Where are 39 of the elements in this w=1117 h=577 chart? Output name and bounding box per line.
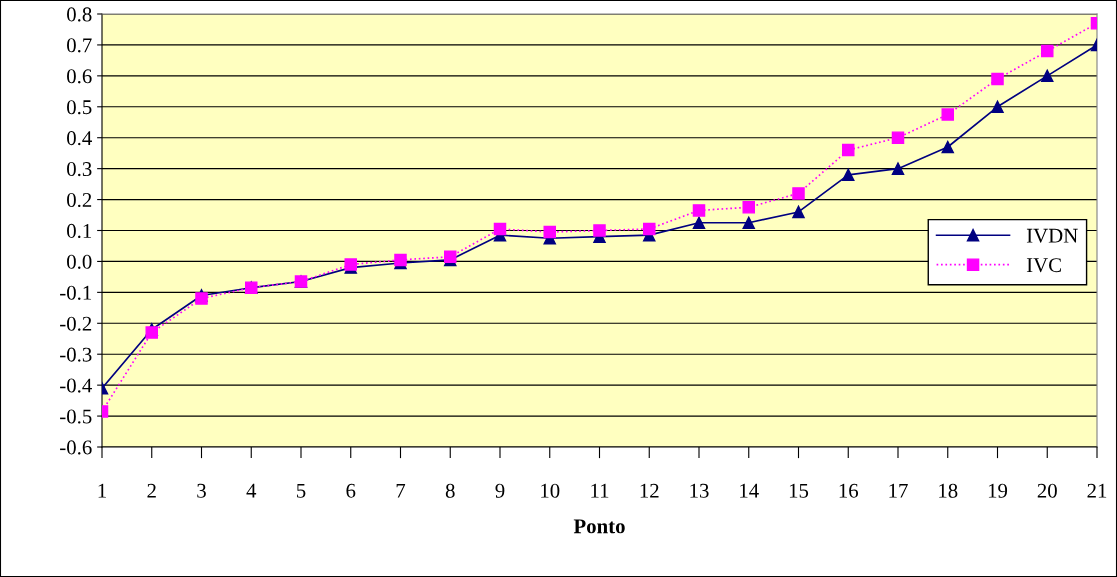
x-tick-label: 12 xyxy=(640,483,659,498)
y-tick-label: 0.6 xyxy=(67,69,92,84)
y-tick-label: -0.3 xyxy=(60,347,92,362)
x-tick-label: 21 xyxy=(1087,483,1107,498)
x-tick-label: 7 xyxy=(396,483,406,498)
x-tick-label: 1 xyxy=(98,483,106,498)
x-tick-label: 15 xyxy=(789,483,809,498)
x-tick-label: 20 xyxy=(1037,483,1057,498)
x-tick-label: 3 xyxy=(197,483,206,498)
y-tick-label: 0.4 xyxy=(67,131,92,146)
x-tick-label: 4 xyxy=(246,483,257,498)
y-tick-label: -0.5 xyxy=(60,409,92,424)
y-tick-label: 0.2 xyxy=(67,192,92,208)
x-tick-label: 9 xyxy=(495,483,505,498)
x-tick-label: 6 xyxy=(346,483,356,498)
y-tick-label: -0.6 xyxy=(60,440,92,455)
x-tick-label: 17 xyxy=(889,483,908,498)
y-tick-label: 0.1 xyxy=(67,223,92,239)
legend-label: IVDN xyxy=(1026,228,1078,243)
x-tick-label: 16 xyxy=(839,483,859,498)
x-tick-label: 14 xyxy=(740,483,759,498)
x-tick-label: 19 xyxy=(988,483,1008,498)
y-tick-label: 0.8 xyxy=(67,7,92,22)
y-tick-label: 0.0 xyxy=(67,254,92,269)
y-tick-label: 0.5 xyxy=(67,100,92,115)
y-tick-label: -0.2 xyxy=(60,316,92,331)
y-tick-label: 0.3 xyxy=(67,162,92,177)
x-tick-label: 8 xyxy=(445,483,455,498)
x-axis-title: Ponto xyxy=(573,519,625,534)
x-tick-label: 10 xyxy=(541,483,560,498)
x-tick-label: 18 xyxy=(939,483,958,498)
y-tick-label: 0.7 xyxy=(67,38,92,53)
legend-label: IVC xyxy=(1026,258,1061,273)
x-tick-label: 2 xyxy=(147,483,156,498)
x-tick-label: 11 xyxy=(591,483,609,498)
y-tick-label: -0.1 xyxy=(60,285,92,300)
x-tick-label: 13 xyxy=(690,483,709,498)
x-tick-label: 5 xyxy=(297,483,306,498)
y-tick-label: -0.4 xyxy=(60,378,92,393)
